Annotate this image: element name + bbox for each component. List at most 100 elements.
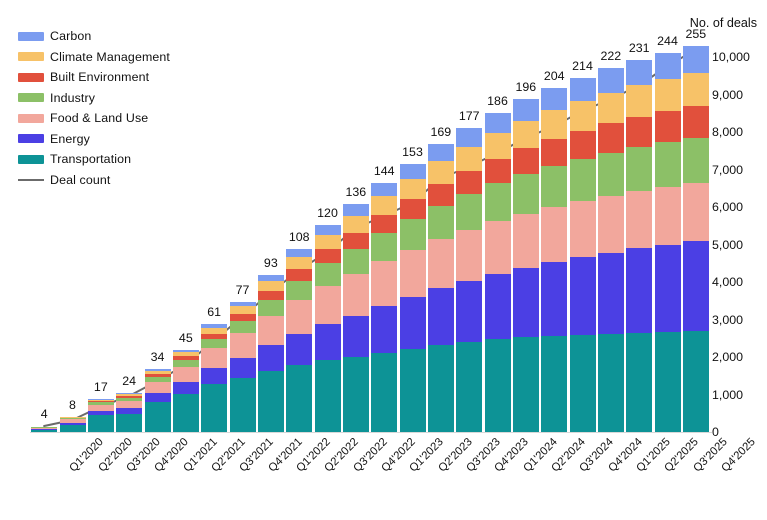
bar-segment [399, 199, 426, 219]
bar-stack[interactable] [371, 182, 398, 432]
y-axis-right: 0 1,000 2,000 3,000 4,000 5,000 6,000 7,000 8,00… [712, 45, 767, 440]
y-axis-tick-label: 4,000 [712, 275, 744, 289]
bar-segment [427, 161, 454, 184]
bar-segment [342, 248, 369, 275]
bar-segment [172, 356, 199, 360]
bar-segment [342, 274, 369, 316]
y-axis-tick-label: 6,000 [712, 200, 744, 214]
legend-swatch-icon [18, 134, 44, 144]
bar-segment [371, 352, 398, 432]
bar-stack[interactable] [512, 99, 539, 432]
bar-stack[interactable] [144, 369, 171, 432]
bar-segment [342, 315, 369, 357]
bar-segment [371, 306, 398, 353]
bar-stack[interactable] [456, 128, 483, 432]
bar-segment [257, 370, 284, 432]
bar-stack[interactable] [597, 67, 624, 432]
y-axis-tick-label: 3,000 [712, 312, 744, 327]
bar-segment [626, 59, 653, 86]
bar-stack[interactable] [399, 163, 426, 432]
bar-segment [314, 249, 341, 264]
bar-segment [257, 300, 284, 317]
bar-stack[interactable] [626, 59, 653, 432]
bar-stack[interactable] [682, 45, 709, 432]
bar-segment [172, 381, 199, 395]
bar-stack[interactable] [569, 77, 596, 432]
bar-stack[interactable] [342, 204, 369, 432]
bar-segment [116, 413, 143, 432]
bar-segment [59, 417, 86, 419]
bar-stack[interactable] [87, 399, 114, 432]
bar-segment [371, 261, 398, 306]
bar-segment [654, 331, 681, 432]
bar-segment [229, 306, 256, 314]
bar-segment [342, 216, 369, 233]
bar-segment [87, 414, 114, 432]
bar-segment [201, 324, 228, 329]
bar-stack[interactable] [484, 112, 511, 432]
legend-item[interactable]: Carbon [18, 26, 238, 47]
bar-segment [144, 402, 171, 432]
bar-segment [286, 257, 313, 270]
bar-segment [626, 116, 653, 147]
bar-segment [597, 333, 624, 432]
bar-data-label: 8 [69, 397, 76, 412]
bar-stack[interactable] [229, 301, 256, 432]
bar-segment [87, 402, 114, 405]
bar-data-label: 204 [543, 68, 565, 83]
bar-stack[interactable] [116, 393, 143, 432]
bar-segment [654, 244, 681, 332]
y-axis-tick-label: 10,000 [712, 50, 750, 64]
bar-segment [597, 67, 624, 93]
bar-segment [456, 281, 483, 342]
bar-segment [286, 269, 313, 281]
bar-segment [59, 422, 86, 425]
bar-segment [229, 301, 256, 307]
bar-stack[interactable] [201, 324, 228, 432]
bar-segment [286, 364, 313, 432]
bar-segment [116, 393, 143, 395]
bar-stack[interactable] [286, 249, 313, 432]
bar-stack[interactable] [654, 52, 681, 432]
bar-stack[interactable] [314, 225, 341, 432]
bar-segment [172, 360, 199, 367]
bar-stack[interactable] [172, 349, 199, 432]
bar-segment [569, 334, 596, 432]
bar-stack[interactable] [31, 426, 58, 432]
bar-segment [201, 348, 228, 368]
bar-data-label: 153 [402, 144, 423, 159]
bar-segment [116, 394, 143, 397]
bar-segment [399, 348, 426, 432]
bar-segment [286, 249, 313, 258]
bar-segment [371, 182, 398, 197]
bar-segment [569, 130, 596, 160]
y-axis-tick-label: 2,000 [712, 350, 744, 364]
plot-inner: 4 8 17 24 34 45 61 77 93 108 120 136 144 153 169 177 186… [30, 27, 710, 432]
bar-segment [484, 273, 511, 339]
bar-segment [286, 333, 313, 365]
bar-stack[interactable] [427, 144, 454, 432]
bar-segment [682, 331, 709, 432]
bar-segment [597, 92, 624, 124]
bar-stack[interactable] [59, 416, 86, 432]
bar-stack[interactable] [541, 87, 568, 432]
bar-segment [456, 128, 483, 147]
legend-item-label: Carbon [50, 29, 92, 44]
bar-segment [87, 399, 114, 400]
bar-segment [512, 148, 539, 175]
bar-segment [569, 201, 596, 258]
bar-segment [427, 238, 454, 289]
legend-swatch-icon [18, 113, 44, 123]
bar-segment [59, 417, 86, 418]
bar-data-label: 214 [572, 58, 593, 73]
bar-segment [541, 138, 568, 167]
y-axis-tick-label: 8,000 [712, 125, 744, 139]
bar-segment [229, 378, 256, 432]
bar-segment [342, 232, 369, 249]
bar-stack[interactable] [257, 274, 284, 432]
bar-segment [399, 178, 426, 200]
y-axis-tick-label: 7,000 [712, 162, 744, 177]
bar-segment [399, 297, 426, 349]
bar-data-label: 93 [263, 255, 278, 270]
